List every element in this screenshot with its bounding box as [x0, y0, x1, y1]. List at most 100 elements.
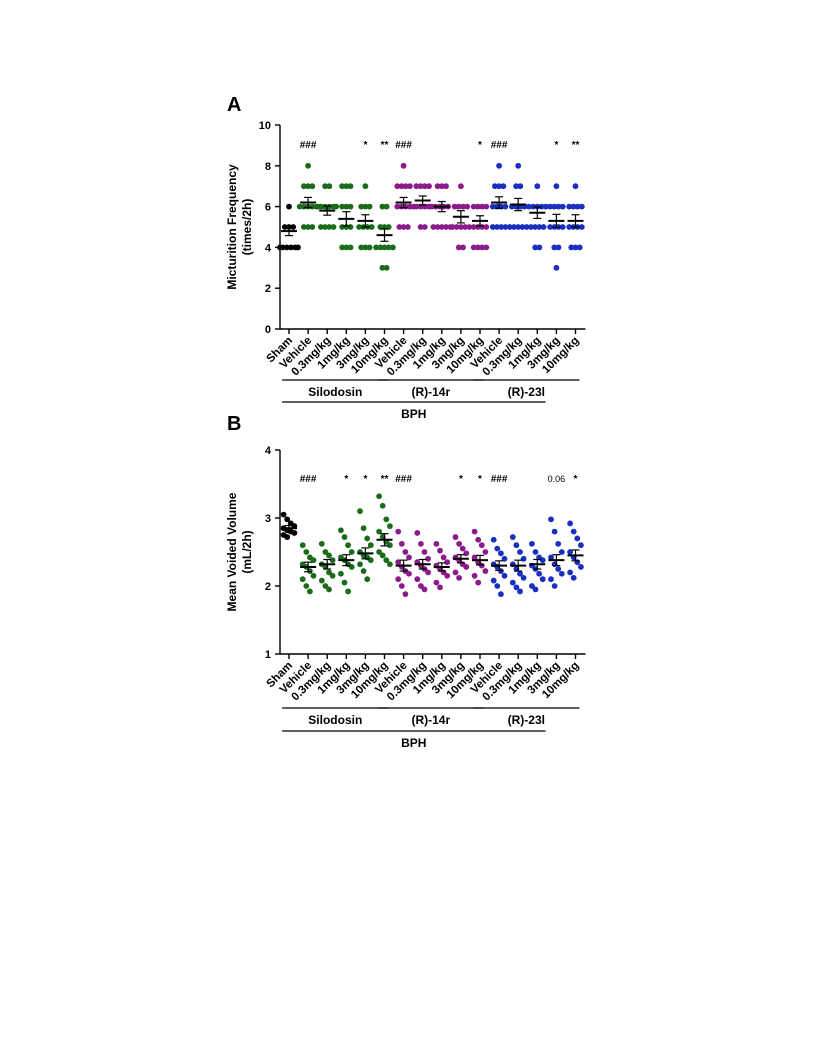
y-tick-label: 8	[265, 161, 271, 173]
data-point	[574, 203, 581, 210]
data-point	[348, 564, 355, 570]
data-point	[305, 183, 311, 190]
data-point	[567, 569, 573, 576]
data-point	[343, 203, 350, 210]
data-point	[555, 244, 562, 251]
data-point	[357, 561, 363, 568]
data-point	[517, 588, 523, 595]
data-point	[443, 183, 449, 190]
data-point	[360, 568, 367, 574]
data-point	[536, 244, 543, 251]
data-point	[322, 583, 329, 589]
data-point	[400, 224, 407, 230]
group-label-r-14r: (R)-14r	[411, 385, 450, 399]
group-label-silodosin: Silodosin	[308, 713, 362, 727]
data-point	[307, 588, 313, 595]
data-point	[303, 583, 310, 589]
data-point	[498, 550, 504, 557]
y-axis-title-line1: Mean Voided Volume	[225, 492, 239, 611]
data-point	[471, 528, 478, 535]
data-point	[343, 183, 350, 190]
data-point	[341, 534, 348, 540]
data-point	[463, 550, 470, 557]
data-point	[530, 203, 536, 210]
data-point	[506, 224, 513, 230]
data-point	[475, 244, 481, 251]
data-point	[517, 183, 524, 190]
y-tick-label: 10	[259, 120, 271, 132]
data-point	[417, 183, 424, 190]
data-point	[449, 224, 456, 230]
data-point	[489, 224, 496, 230]
data-point	[490, 536, 497, 543]
data-point	[286, 203, 292, 210]
significance-label: ###	[491, 474, 508, 485]
data-point	[322, 183, 328, 190]
data-point	[326, 569, 332, 576]
data-point	[511, 224, 517, 230]
data-point	[414, 576, 421, 583]
data-point	[551, 583, 558, 589]
data-point	[347, 224, 354, 230]
data-point	[322, 549, 329, 555]
y-tick-label: 4	[265, 242, 272, 254]
y-tick-label: 3	[265, 513, 271, 525]
data-point	[501, 572, 508, 579]
data-point	[532, 224, 539, 230]
significance-label: *	[363, 140, 367, 151]
data-point	[479, 203, 485, 210]
data-point	[464, 203, 471, 210]
data-point	[519, 224, 526, 230]
data-point	[458, 183, 464, 190]
data-point	[517, 549, 523, 555]
data-point	[553, 183, 560, 190]
data-point	[339, 244, 345, 251]
data-point	[559, 203, 566, 210]
data-point	[413, 203, 420, 210]
data-point	[470, 244, 477, 251]
data-point	[318, 540, 325, 547]
data-point	[357, 508, 363, 515]
data-point	[425, 555, 431, 562]
data-point	[479, 244, 485, 251]
data-point	[551, 244, 558, 251]
data-point	[434, 183, 441, 190]
data-point	[383, 516, 390, 523]
data-point	[367, 557, 374, 564]
data-point	[567, 520, 573, 527]
significance-label: **	[572, 140, 580, 151]
data-point	[459, 545, 466, 552]
data-point	[489, 203, 496, 210]
data-point	[295, 244, 301, 251]
data-point	[515, 162, 522, 169]
data-point	[358, 203, 365, 210]
data-point	[570, 574, 577, 581]
data-point	[513, 542, 520, 549]
data-point	[548, 554, 554, 561]
data-point	[402, 549, 409, 555]
data-point	[364, 576, 371, 583]
data-point	[284, 534, 291, 540]
data-point	[444, 572, 451, 579]
data-point	[483, 244, 490, 251]
data-point	[322, 224, 328, 230]
data-point	[532, 586, 539, 593]
data-point	[437, 584, 443, 591]
data-point	[398, 583, 405, 589]
data-point	[433, 540, 440, 547]
data-point	[466, 224, 473, 230]
data-point	[381, 244, 388, 251]
data-point	[482, 568, 489, 574]
data-point	[558, 570, 565, 577]
data-point	[417, 224, 424, 230]
data-point	[421, 549, 428, 555]
data-point	[390, 244, 396, 251]
data-point	[443, 224, 449, 230]
data-point	[333, 203, 340, 210]
data-point	[418, 540, 424, 547]
data-point	[367, 542, 374, 549]
data-point	[471, 572, 478, 579]
y-tick-label: 4	[265, 445, 272, 457]
data-point	[296, 203, 303, 210]
